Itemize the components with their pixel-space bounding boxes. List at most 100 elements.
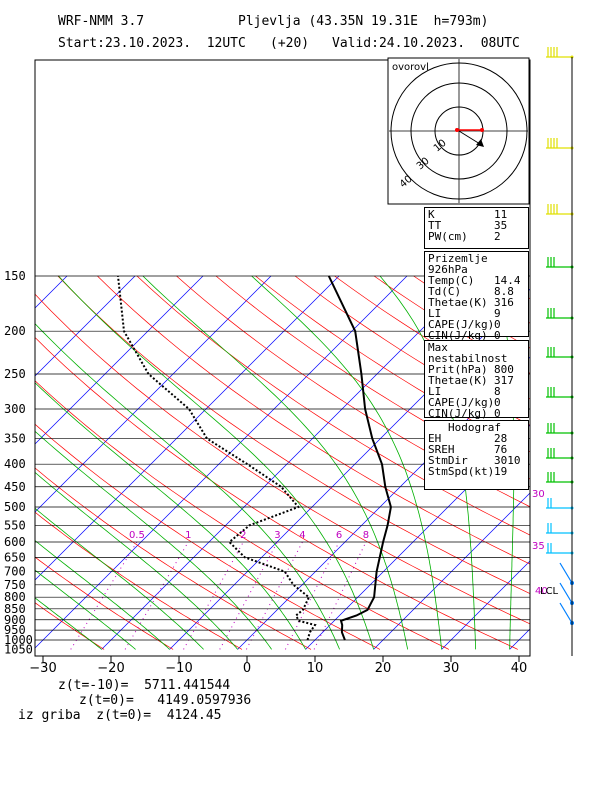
lcl-label: LCL (540, 586, 559, 597)
hodograf-row-value: 76 (494, 443, 508, 456)
temperature-tick-label: 30 (443, 661, 460, 676)
pressure-tick-label: 850 (4, 602, 26, 616)
moist-adiabat (58, 275, 374, 650)
wind-barb (546, 423, 574, 435)
max_unstable-row: CIN(J/kg) 0 (428, 408, 525, 419)
mixing-ratio-label: 6 (336, 530, 342, 541)
surface-row-label: LI (428, 307, 442, 320)
moist-adiabat (35, 382, 306, 650)
surface-row: LI 9 (428, 308, 525, 319)
max_unstable-row-label: CAPE(J/kg) (428, 396, 495, 409)
freezing-level-grib: iz griba z(t=0)= 4124.45 (18, 708, 222, 723)
pw-value: 2 (494, 230, 501, 243)
k-label: K (428, 208, 435, 221)
temperature-tick-label: 20 (375, 661, 392, 676)
hodograf-row-value: 3010 (494, 454, 521, 467)
tt-value: 35 (494, 219, 508, 232)
pressure-tick-label: 1050 (4, 642, 33, 656)
surface-row-value: 8.8 (494, 285, 514, 298)
wind-barb (546, 523, 574, 535)
dry-adiabat (136, 275, 530, 536)
hodograf-title: Hodograf (448, 421, 501, 434)
dewpoint-profile (117, 275, 317, 641)
pressure-tick-label: 350 (4, 432, 26, 446)
moist-adiabat (35, 323, 340, 650)
pressure-tick-label: 700 (4, 565, 26, 579)
pressure-tick-label: 900 (4, 613, 26, 627)
mixing-ratio-line (245, 541, 303, 650)
temperature-tick-label: −10 (165, 661, 192, 676)
hodograf-row: SREH 76 (428, 444, 525, 455)
mixing-ratio-line (70, 541, 138, 650)
pressure-tick-label: 950 (4, 623, 26, 637)
max-unstable-panel: Max nestabilnost Prit(hPa) 800 Thetae(K) 31… (424, 340, 529, 419)
dry-adiabat (35, 511, 243, 650)
mixing-ratio-label: 2 (240, 530, 246, 541)
isotherm-line (35, 275, 408, 649)
hodograf-row: StmSpd(kt) 19 (428, 466, 525, 477)
isotherm-line (35, 275, 204, 445)
lead-time: (+20) (270, 36, 310, 51)
moist-adiabat (35, 430, 272, 650)
moist-adiabat (35, 597, 102, 650)
wind-barb (546, 257, 574, 269)
surface-row: Td(C) 8.8 (428, 286, 525, 297)
max_unstable-row-value: 800 (494, 363, 514, 376)
moist-adiabat (35, 507, 204, 650)
isotherm-line (578, 276, 600, 649)
max_unstable-row-label: LI (428, 385, 442, 398)
pressure-tick-label: 650 (4, 550, 26, 564)
hodograf-row-label: EH (428, 432, 442, 445)
temperature-tick-label: −30 (29, 661, 56, 676)
mixing-ratio-label: 1 (185, 530, 191, 541)
moist-adiabat (35, 471, 238, 650)
isotherm-line (101, 275, 476, 650)
hodograf-row-value: 19 (494, 465, 508, 478)
surface-title: Prizemlje 926hPa (428, 252, 488, 276)
pressure-tick-label: 550 (4, 518, 26, 532)
surface-row-value: 316 (494, 296, 514, 309)
dry-adiabat (35, 467, 312, 650)
surface-row-value: 9 (494, 307, 501, 320)
moist-adiabat (251, 275, 442, 650)
wind-barb (546, 543, 574, 555)
dry-adiabat (572, 276, 600, 649)
isotherm-line (35, 275, 136, 377)
wind-speed-label: 35 (532, 541, 545, 552)
surface-row-label: Td(C) (428, 285, 462, 298)
wind-barb (546, 448, 574, 460)
temperature-tick-label: 40 (511, 661, 528, 676)
wind-barb (546, 472, 574, 484)
hodograf-row: StmDir 3010 (428, 455, 525, 466)
isotherm-line (35, 275, 272, 513)
hodograph-title: ovorovl (392, 62, 429, 73)
max_unstable-row-value: 8 (494, 385, 501, 398)
surface-panel: Prizemlje 926hPa Temp(C) 14.4 Td(C) 8.8 Thet… (424, 251, 529, 341)
max-unstable-title: Max nestabilnost (428, 341, 508, 365)
mixing-ratio-label: 4 (299, 530, 305, 541)
surface-row-label: Thetae(K) (428, 296, 488, 309)
hodograf-row-label: StmSpd(kt) (428, 465, 495, 478)
mixing-ratio-line (219, 541, 278, 650)
pressure-tick-label: 1000 (4, 633, 33, 647)
temperature-tick-label: 10 (307, 661, 324, 676)
surface-row-label: CAPE(J/kg) (428, 318, 495, 331)
hodograf-row: EH 28 (428, 433, 525, 444)
model-title: WRF-NMM 3.7 (58, 14, 145, 29)
pressure-tick-label: 200 (4, 324, 26, 338)
pressure-tick-label: 300 (4, 402, 26, 416)
tt-label: TT (428, 219, 442, 232)
surface-row-value: 0 (494, 329, 501, 342)
max_unstable-row-label: Thetae(K) (428, 374, 488, 387)
wind-barb (546, 308, 574, 320)
wind-barb (546, 47, 574, 59)
wind-barb (546, 387, 574, 399)
pressure-tick-label: 250 (4, 367, 26, 381)
temperature-tick-label: 0 (243, 661, 251, 676)
wind-barb (546, 138, 574, 150)
surface-row-value: 0 (494, 318, 501, 331)
station-title: Pljevlja (43.35N 19.31E h=793m) (238, 14, 489, 29)
hodograf-row-label: SREH (428, 443, 455, 456)
temperature-tick-label: −20 (97, 661, 124, 676)
plot-frame (34, 59, 531, 657)
